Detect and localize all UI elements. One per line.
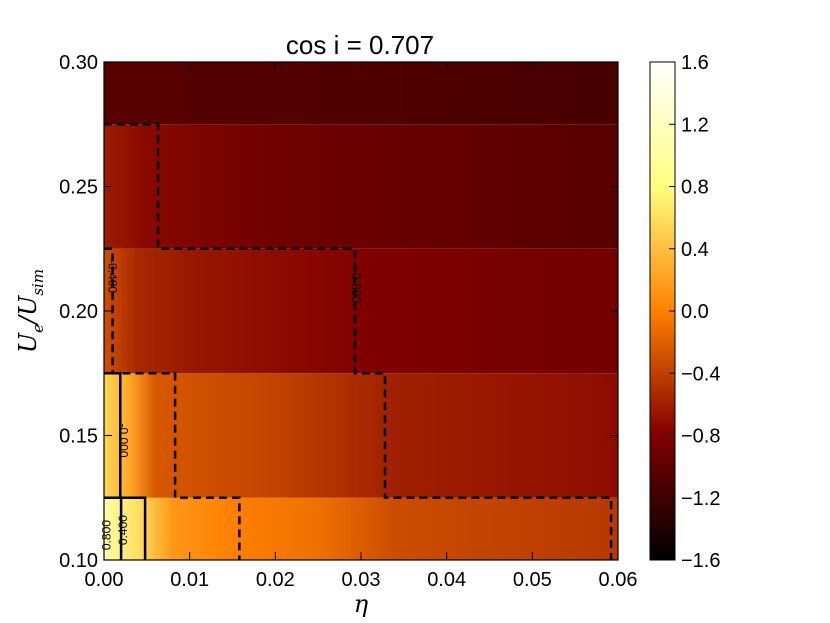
heatmap-row xyxy=(104,248,618,374)
heatmap-row xyxy=(104,497,618,560)
heatmap-row xyxy=(104,373,618,498)
x-tick-label: 0.06 xyxy=(599,569,638,591)
colorbar-ticks: 1.6 1.2 0.8 0.4 0.0 −0.4 −0.8 −1.2 −1.6 xyxy=(669,52,720,572)
y-tick-label: 0.10 xyxy=(59,550,98,572)
contour-label: -0.000 xyxy=(117,423,131,457)
colorbar-tick-label: −1.2 xyxy=(681,488,720,510)
x-tick-label: 0.04 xyxy=(427,569,466,591)
y-tick-label: 0.15 xyxy=(59,426,98,448)
x-tick-label: 0.03 xyxy=(342,569,381,591)
y-tick-label: 0.30 xyxy=(59,52,98,74)
y-axis-label: Ue/Usim xyxy=(14,269,47,353)
x-tick-label: 0.05 xyxy=(513,569,552,591)
colorbar-tick-label: −1.6 xyxy=(681,550,720,572)
x-tick-label: 0.00 xyxy=(85,569,124,591)
x-tick-label: 0.01 xyxy=(170,569,209,591)
contour-labels: 0.800 0.400 -0.000 -0.400 -0.800 xyxy=(100,259,363,550)
contour-label: -0.800 xyxy=(349,269,363,303)
svg-text:Ue/Usim: Ue/Usim xyxy=(14,269,47,353)
chart-title: cos i = 0.707 xyxy=(286,30,434,60)
colorbar-tick-label: 0.8 xyxy=(681,177,709,199)
contour-label: 0.400 xyxy=(116,515,130,545)
contour-label: -0.400 xyxy=(106,259,120,293)
contour-line-dashed xyxy=(104,247,241,560)
colorbar-tick-label: −0.4 xyxy=(681,363,720,385)
contour-line-dashed xyxy=(104,122,613,560)
x-tick-label: 0.02 xyxy=(256,569,295,591)
x-axis: 0.00 0.01 0.02 0.03 0.04 0.05 0.06 xyxy=(85,62,638,591)
colorbar-tick-label: −0.8 xyxy=(681,426,720,448)
colorbar-tick-label: 1.6 xyxy=(681,52,709,74)
y-axis: 0.10 0.15 0.20 0.25 0.30 xyxy=(59,52,618,572)
contour-label: 0.800 xyxy=(100,520,114,550)
colorbar-tick-label: 0.0 xyxy=(681,301,709,323)
heatmap-area xyxy=(104,62,618,560)
colorbar-tick-label: 0.4 xyxy=(681,239,709,261)
contour-lines xyxy=(104,122,613,560)
heatmap-row xyxy=(104,62,618,125)
y-tick-label: 0.25 xyxy=(59,177,98,199)
heatmap-row xyxy=(104,124,618,249)
x-axis-label: η xyxy=(354,590,369,618)
colorbar-tick-label: 1.2 xyxy=(681,114,709,136)
y-tick-label: 0.20 xyxy=(59,301,98,323)
contour-line-solid xyxy=(104,496,123,560)
